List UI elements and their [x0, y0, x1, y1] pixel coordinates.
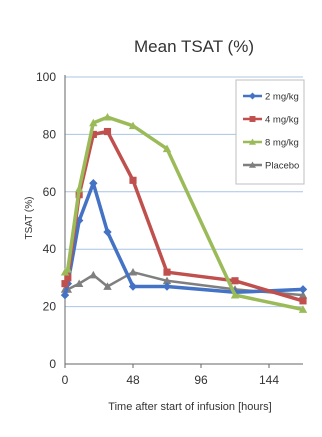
- legend-label: 2 mg/kg: [265, 92, 299, 103]
- data-point-4-mg-kg: [129, 176, 137, 184]
- series-2-mg-kg: [60, 178, 308, 300]
- data-point-8-mg-kg: [89, 118, 98, 127]
- legend-item-2-mg-kg: 2 mg/kg: [243, 92, 299, 103]
- axes: 0 20 40 60 80 100 0 48 96 144: [36, 70, 303, 387]
- data-point-2-mg-kg: [89, 178, 98, 188]
- legend-label: 8 mg/kg: [265, 138, 299, 149]
- x-tick-label: 144: [259, 373, 279, 387]
- data-point-4-mg-kg: [299, 297, 307, 305]
- data-point-8-mg-kg: [230, 290, 240, 299]
- data-point-8-mg-kg: [103, 112, 112, 121]
- y-tick-label: 100: [36, 70, 56, 84]
- data-point-8-mg-kg: [74, 184, 84, 193]
- data-point-placebo: [128, 267, 138, 276]
- y-tick-label: 40: [43, 242, 57, 256]
- y-axis-title: TSAT (%): [24, 197, 35, 240]
- data-point-2-mg-kg: [74, 216, 84, 225]
- data-point-2-mg-kg: [298, 285, 308, 294]
- data-point-2-mg-kg: [103, 227, 112, 237]
- legend-label: 4 mg/kg: [265, 115, 299, 126]
- y-tick-label: 60: [43, 185, 57, 199]
- legend-marker: [249, 161, 256, 168]
- data-point-4-mg-kg: [89, 130, 97, 138]
- x-tick-label: 48: [126, 373, 140, 387]
- data-point-8-mg-kg: [128, 121, 138, 130]
- legend-box: [235, 79, 305, 185]
- legend-marker: [249, 116, 256, 122]
- series-placebo: [60, 267, 308, 299]
- legend-marker: [249, 138, 256, 145]
- data-point-placebo: [162, 276, 172, 285]
- data-point-8-mg-kg: [162, 144, 172, 153]
- y-tick-label: 80: [43, 127, 57, 141]
- legend-item-placebo: Placebo: [243, 161, 299, 172]
- data-point-2-mg-kg: [128, 282, 138, 291]
- y-tick-label: 0: [49, 357, 56, 371]
- data-point-placebo: [74, 279, 84, 287]
- x-tick-label: 0: [62, 373, 69, 387]
- data-point-2-mg-kg: [162, 282, 172, 291]
- x-tick-label: 96: [194, 373, 208, 387]
- data-point-4-mg-kg: [61, 280, 69, 288]
- legend-label: Placebo: [265, 161, 299, 172]
- data-point-2-mg-kg: [60, 290, 70, 300]
- legend-item-8-mg-kg: 8 mg/kg: [243, 138, 299, 149]
- legend-item-4-mg-kg: 4 mg/kg: [243, 115, 299, 126]
- data-point-4-mg-kg: [103, 127, 112, 136]
- series-8-mg-kg: [60, 112, 308, 313]
- data-point-8-mg-kg: [63, 265, 73, 273]
- data-point-placebo: [89, 270, 98, 279]
- data-point-placebo: [298, 290, 308, 299]
- data-point-4-mg-kg: [163, 268, 171, 276]
- series-line-2-mg-kg: [63, 181, 304, 296]
- x-axis-title: Time after start of infusion [hours]: [108, 401, 271, 413]
- data-point-4-mg-kg: [64, 274, 72, 282]
- legend-marker: [249, 92, 256, 100]
- legend: 2 mg/kg 4 mg/kg 8 mg/kg Placebo: [235, 79, 305, 185]
- data-point-8-mg-kg: [298, 305, 308, 313]
- data-point-4-mg-kg: [231, 277, 239, 285]
- series-lines: [60, 112, 308, 313]
- chart-title: Mean TSAT (%): [134, 37, 254, 56]
- data-point-placebo: [103, 282, 112, 290]
- y-tick-label: 20: [43, 300, 57, 314]
